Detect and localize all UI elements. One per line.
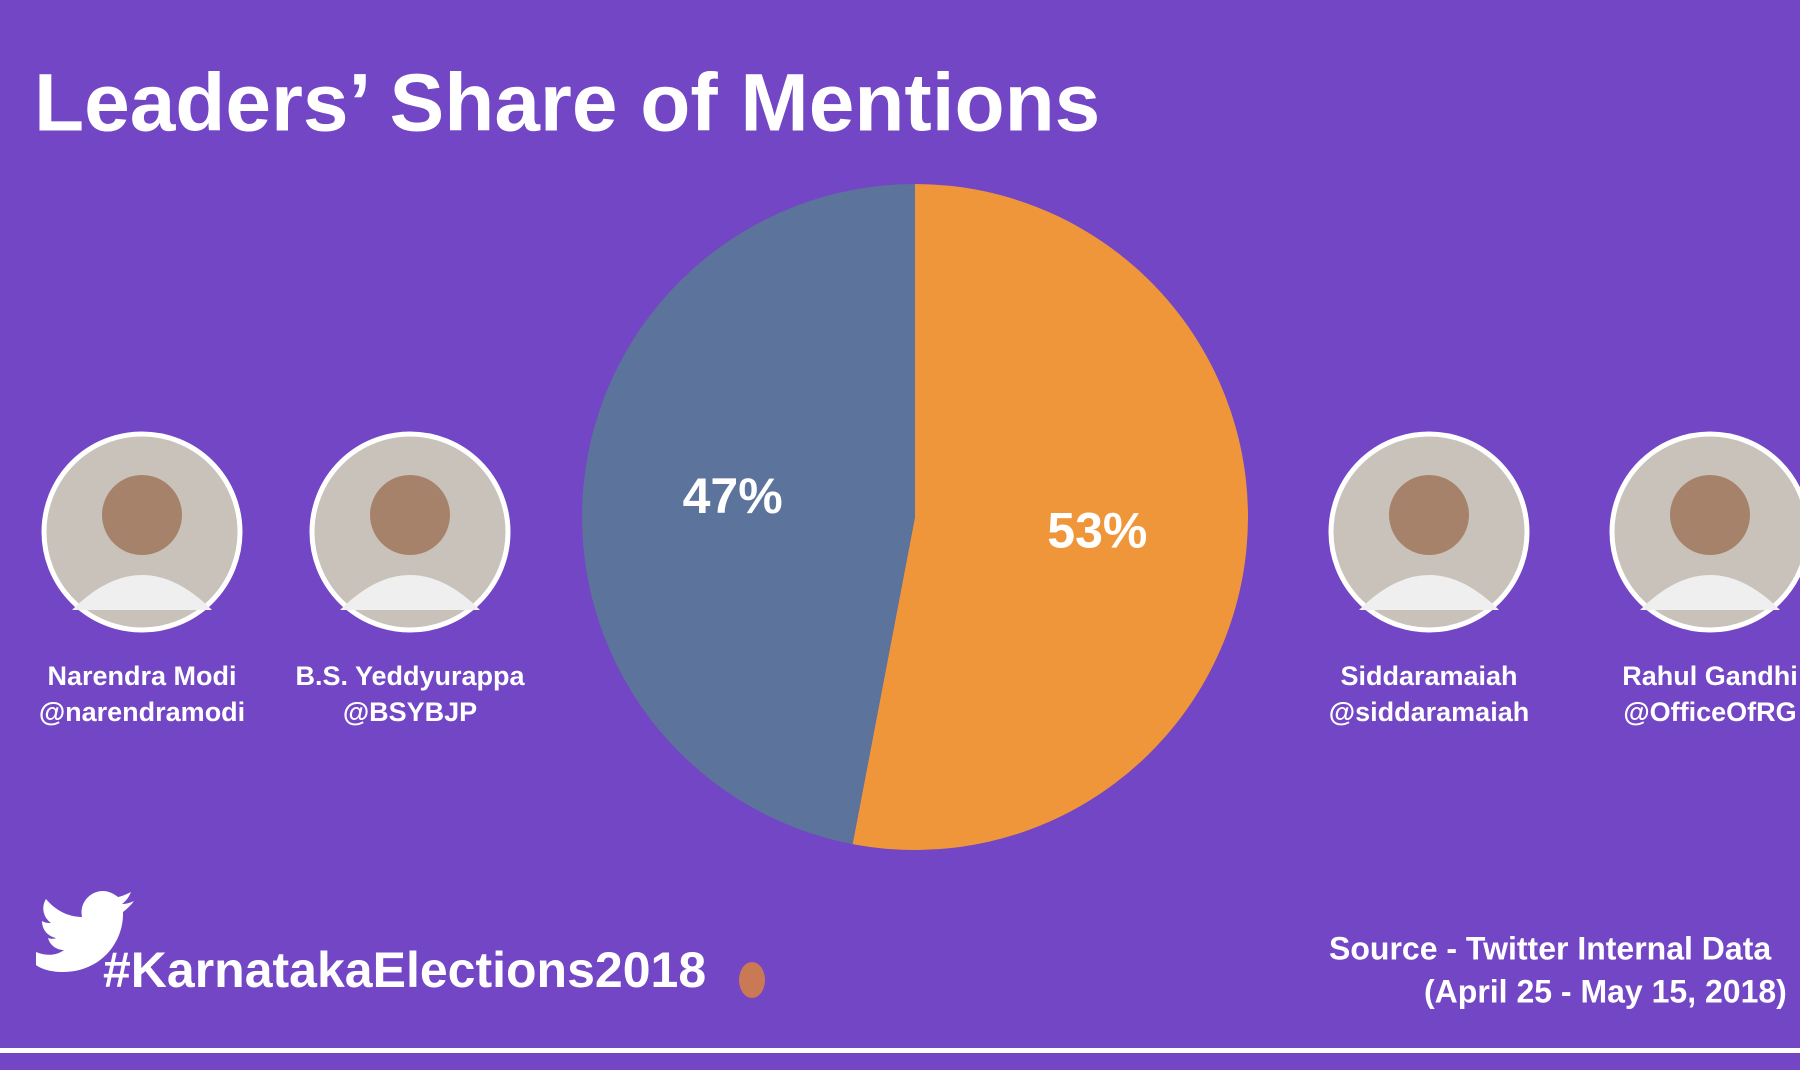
source-line: Source - Twitter Internal Data bbox=[1329, 930, 1771, 966]
pie-slice bbox=[852, 184, 1248, 851]
leader-photo-shoulders bbox=[340, 575, 480, 610]
leader-photo-face bbox=[1670, 475, 1750, 555]
leader-name: B.S. Yeddyurappa bbox=[295, 661, 525, 691]
chart-title: Leaders’ Share of Mentions bbox=[34, 58, 1100, 149]
value-label: 47% bbox=[683, 468, 783, 524]
leader-photo-face bbox=[1389, 475, 1469, 555]
leader-handle: @narendramodi bbox=[39, 697, 245, 727]
twitter-logo bbox=[36, 891, 134, 972]
value-label: 53% bbox=[1047, 502, 1147, 558]
leader-name: Rahul Gandhi bbox=[1622, 661, 1798, 691]
leader-photo-face bbox=[102, 475, 182, 555]
source-line: (April 25 - May 15, 2018) bbox=[1424, 973, 1787, 1009]
leader-photo-face bbox=[370, 475, 450, 555]
leader-handle: @OfficeOfRG bbox=[1623, 697, 1796, 727]
pie-slice bbox=[582, 184, 915, 845]
leader-photo-shoulders bbox=[1640, 575, 1780, 610]
bottom-rule bbox=[0, 1048, 1800, 1053]
leader-photo-shoulders bbox=[72, 575, 212, 610]
leader-photo-shoulders bbox=[1359, 575, 1499, 610]
inked-finger-icon bbox=[739, 962, 765, 998]
hashtag: #KarnatakaElections2018 bbox=[103, 942, 706, 998]
leaders: Narendra Modi @narendramodi B.S. Yeddyurap… bbox=[39, 431, 1800, 727]
leader-handle: @BSYBJP bbox=[343, 697, 477, 727]
leader-name: Siddaramaiah bbox=[1340, 661, 1517, 691]
leader-name: Narendra Modi bbox=[47, 661, 236, 691]
leader-handle: @siddaramaiah bbox=[1329, 697, 1529, 727]
